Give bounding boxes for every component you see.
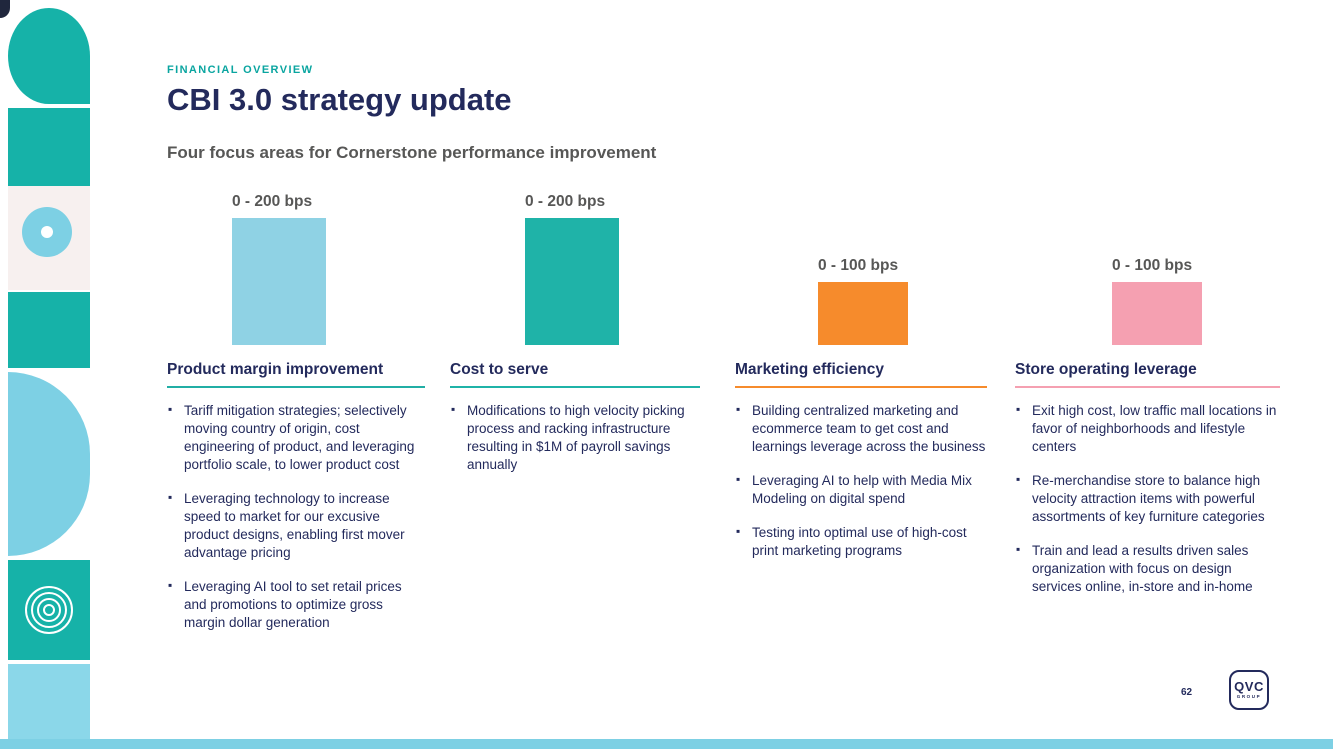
- bullet-item: Exit high cost, low traffic mall locatio…: [1015, 402, 1280, 456]
- bar-wrap: 0 - 200 bps: [232, 193, 326, 345]
- decor-teal-square: [8, 108, 90, 186]
- logo-secondary-text: GROUP: [1236, 694, 1262, 700]
- focus-column-product-margin: 0 - 200 bps Product margin improvement T…: [167, 193, 425, 647]
- qvc-group-logo: QVC GROUP: [1229, 670, 1269, 710]
- bullet-list: Exit high cost, low traffic mall locatio…: [1015, 402, 1280, 596]
- bullet-list: Building centralized marketing and ecomm…: [735, 402, 987, 560]
- logo-primary-text: QVC: [1234, 679, 1264, 695]
- bullet-item: Tariff mitigation strategies; selectivel…: [167, 402, 425, 474]
- bar-wrap: 0 - 200 bps: [525, 193, 619, 345]
- bullet-item: Leveraging technology to increase speed …: [167, 490, 425, 562]
- bar-value-label: 0 - 200 bps: [525, 193, 606, 210]
- bar-product-margin: [232, 218, 326, 345]
- bullet-item: Re-merchandise store to balance high vel…: [1015, 472, 1280, 526]
- column-heading: Marketing efficiency: [735, 361, 987, 388]
- bar-store-operating-leverage: [1112, 282, 1202, 345]
- decor-corner-mark: [0, 0, 10, 18]
- bar-wrap: 0 - 100 bps: [818, 257, 908, 345]
- bullet-item: Leveraging AI tool to set retail prices …: [167, 578, 425, 632]
- bullet-item: Testing into optimal use of high-cost pr…: [735, 524, 987, 560]
- page-title: CBI 3.0 strategy update: [167, 82, 512, 117]
- bullet-item: Building centralized marketing and ecomm…: [735, 402, 987, 456]
- bar-area: 0 - 200 bps: [450, 193, 700, 345]
- decor-half-circle: [8, 372, 90, 556]
- decor-circle-dot-icon: [22, 207, 72, 257]
- eyebrow-label: FINANCIAL OVERVIEW: [167, 64, 314, 76]
- bar-value-label: 0 - 200 bps: [232, 193, 313, 210]
- bullet-item: Train and lead a results driven sales or…: [1015, 542, 1280, 596]
- focus-column-cost-to-serve: 0 - 200 bps Cost to serve Modifications …: [450, 193, 700, 490]
- column-heading: Cost to serve: [450, 361, 700, 388]
- bullet-item: Modifications to high velocity picking p…: [450, 402, 700, 474]
- bar-area: 0 - 200 bps: [167, 193, 425, 345]
- bullet-list: Tariff mitigation strategies; selectivel…: [167, 402, 425, 631]
- bottom-accent-strip: [0, 739, 1333, 749]
- bar-value-label: 0 - 100 bps: [818, 257, 899, 274]
- bullet-list: Modifications to high velocity picking p…: [450, 402, 700, 474]
- column-heading: Store operating leverage: [1015, 361, 1280, 388]
- concentric-circles-icon: [25, 586, 73, 634]
- column-heading: Product margin improvement: [167, 361, 425, 388]
- bar-wrap: 0 - 100 bps: [1112, 257, 1202, 345]
- decor-teal-square: [8, 292, 90, 368]
- page-number: 62: [1181, 687, 1193, 698]
- bar-area: 0 - 100 bps: [735, 195, 987, 345]
- bar-cost-to-serve: [525, 218, 619, 345]
- slide-subtitle: Four focus areas for Cornerstone perform…: [167, 143, 657, 162]
- bar-value-label: 0 - 100 bps: [1112, 257, 1193, 274]
- bullet-item: Leveraging AI to help with Media Mix Mod…: [735, 472, 987, 508]
- focus-column-store-operating-leverage: 0 - 100 bps Store operating leverage Exi…: [1015, 195, 1280, 612]
- decor-leaf-shape: [8, 8, 90, 104]
- bar-area: 0 - 100 bps: [1015, 195, 1280, 345]
- bar-marketing-efficiency: [818, 282, 908, 345]
- focus-column-marketing-efficiency: 0 - 100 bps Marketing efficiency Buildin…: [735, 195, 987, 576]
- decor-teal-square: [8, 560, 90, 660]
- decor-bottom-rectangle: [8, 664, 90, 749]
